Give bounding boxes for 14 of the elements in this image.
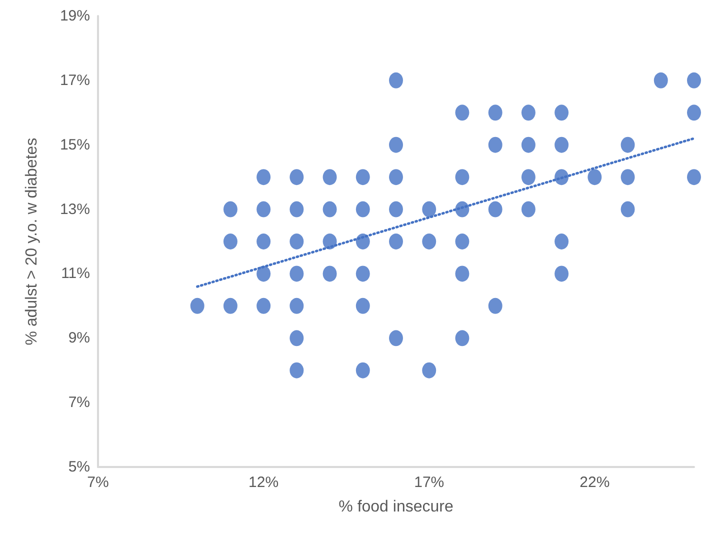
x-tick-label: 7% [87, 474, 109, 491]
x-tick-label: 22% [580, 474, 610, 491]
y-tick-label: 17% [60, 72, 90, 89]
y-tick-label: 11% [61, 265, 90, 282]
y-tick-label: 13% [60, 200, 90, 218]
y-tick-label: 19% [60, 8, 90, 24]
y-tick-label: 7% [68, 394, 90, 412]
x-tick-label: 12% [248, 474, 279, 491]
y-axis-title: % adulst > 20 y.o. w diabetes [24, 138, 40, 346]
y-tick-label: 9% [68, 330, 90, 347]
x-tick-label: 17% [414, 474, 444, 491]
y-tick-label: 15% [60, 136, 90, 154]
x-axis-title: % food insecure [338, 498, 454, 516]
y-tick-label: 5% [68, 458, 90, 476]
